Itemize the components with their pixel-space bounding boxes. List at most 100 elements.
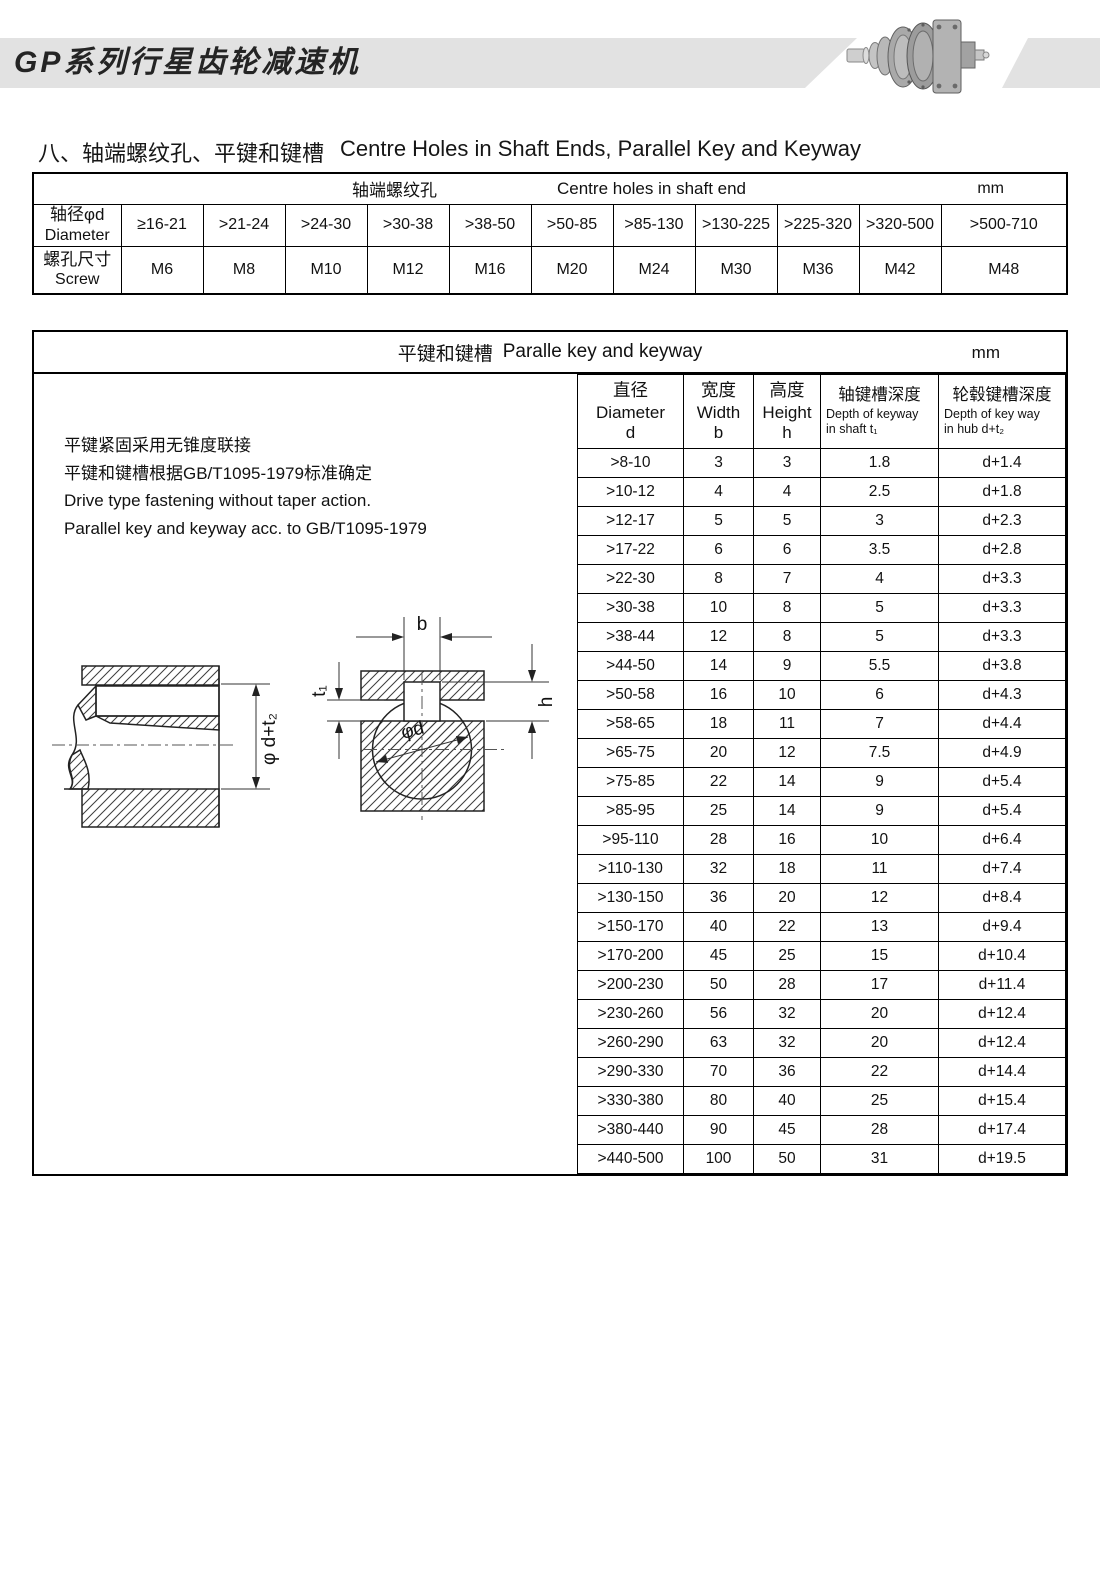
- table-cell: 3: [820, 506, 939, 536]
- table-cell: d+4.3: [938, 680, 1066, 710]
- table-cell: 4: [753, 477, 821, 507]
- table-cell: 16: [753, 825, 821, 855]
- table-cell: d+1.8: [938, 477, 1066, 507]
- table-cell: 80: [683, 1086, 754, 1116]
- header-band: GP系列行星齿轮减速机: [0, 38, 857, 88]
- table-cell: 11: [820, 854, 939, 884]
- screw-size-cell: M8: [202, 245, 286, 295]
- note-line: Drive type fastening without taper actio…: [64, 491, 372, 510]
- diameter-row: 轴径φd Diameter ≥16-21 >21-24 >24-30 >30-38 >3…: [32, 203, 1068, 247]
- table-cell: d+1.4: [938, 448, 1066, 478]
- table-cell: 14: [753, 767, 821, 797]
- table-cell: 20: [753, 883, 821, 913]
- table-cell: d+2.3: [938, 506, 1066, 536]
- header-band-right-decor: [1002, 38, 1100, 88]
- table-cell: 12: [820, 883, 939, 913]
- diameter-range-cell: >38-50: [448, 203, 532, 247]
- table-row: >50-58 16 10 6 d+4.3: [577, 680, 1066, 710]
- keyway-technical-drawing: φ d+t₂: [52, 614, 557, 828]
- table-cell: d+17.4: [938, 1115, 1066, 1145]
- table-cell: 20: [683, 738, 754, 768]
- table-cell: d+3.3: [938, 593, 1066, 623]
- table-row: >200-230 50 28 17 d+11.4: [577, 970, 1066, 1000]
- diameter-range-cell: >30-38: [366, 203, 450, 247]
- table-row: >38-44 12 8 5 d+3.3: [577, 622, 1066, 652]
- table-cell: 5: [820, 622, 939, 652]
- table-cell: d+3.8: [938, 651, 1066, 681]
- key-table-title-zh: 平键和键槽: [397, 343, 493, 365]
- table-cell: 16: [683, 680, 754, 710]
- table-cell: d+5.4: [938, 767, 1066, 797]
- screw-size-cell: M48: [940, 245, 1068, 295]
- table-cell: >170-200: [577, 941, 684, 971]
- table-cell: 25: [820, 1086, 939, 1116]
- key-table-title-en: Paralle key and keyway: [502, 341, 703, 362]
- screw-row-label: 螺孔尺寸 Screw: [32, 245, 122, 295]
- table-cell: >150-170: [577, 912, 684, 942]
- table-row: >85-95 25 14 9 d+5.4: [577, 796, 1066, 826]
- table-cell: 3: [753, 448, 821, 478]
- diameter-range-cell: >320-500: [858, 203, 942, 247]
- table-cell: >22-30: [577, 564, 684, 594]
- table-cell: 1.8: [820, 448, 939, 478]
- table-cell: 2.5: [820, 477, 939, 507]
- table-cell: >10-12: [577, 477, 684, 507]
- row-label-zh: 螺孔尺寸: [43, 249, 112, 269]
- diameter-range-cell: >130-225: [694, 203, 778, 247]
- table-row: >110-130 32 18 11 d+7.4: [577, 854, 1066, 884]
- table-row: >8-10 3 3 1.8 d+1.4: [577, 448, 1066, 478]
- table-cell: 9: [820, 767, 939, 797]
- table-cell: d+4.9: [938, 738, 1066, 768]
- table-cell: 14: [753, 796, 821, 826]
- table-cell: >75-85: [577, 767, 684, 797]
- col-header-keyway-depth-hub: 轮毂键槽深度 Depth of key way in hub d+t₂: [938, 374, 1066, 449]
- table-cell: >85-95: [577, 796, 684, 826]
- key-keyway-left-area: 平键紧固采用无锥度联接 平键和键槽根据GB/T1095-1979标准确定 Dri…: [34, 374, 577, 1174]
- table-cell: >290-330: [577, 1057, 684, 1087]
- screw-size-cell: M12: [366, 245, 450, 295]
- table-row: >17-22 6 6 3.5 d+2.8: [577, 535, 1066, 565]
- table-cell: 100: [683, 1144, 754, 1174]
- table-cell: d+8.4: [938, 883, 1066, 913]
- table-cell: >8-10: [577, 448, 684, 478]
- col-header-width: 宽度 Width b: [683, 374, 754, 449]
- table-row: >75-85 22 14 9 d+5.4: [577, 767, 1066, 797]
- table-cell: 13: [820, 912, 939, 942]
- table-cell: 90: [683, 1115, 754, 1145]
- screw-size-cell: M20: [530, 245, 614, 295]
- table-row: >260-290 63 32 20 d+12.4: [577, 1028, 1066, 1058]
- screw-row: 螺孔尺寸 Screw M6 M8 M10 M12 M16 M20 M24 M30 M36 M42 M…: [32, 245, 1068, 295]
- table-cell: 25: [683, 796, 754, 826]
- page-title: GP系列行星齿轮减速机: [14, 46, 361, 79]
- table-cell: d+2.8: [938, 535, 1066, 565]
- table-row: >44-50 14 9 5.5 d+3.8: [577, 651, 1066, 681]
- table-cell: d+3.3: [938, 622, 1066, 652]
- table-cell: 5: [753, 506, 821, 536]
- table-cell: 18: [683, 709, 754, 739]
- table-cell: d+12.4: [938, 999, 1066, 1029]
- screw-size-cell: M24: [612, 245, 696, 295]
- table-row: >170-200 45 25 15 d+10.4: [577, 941, 1066, 971]
- table-cell: 45: [753, 1115, 821, 1145]
- table-unit: mm: [977, 179, 1004, 197]
- table-cell: >58-65: [577, 709, 684, 739]
- table-cell: d+3.3: [938, 564, 1066, 594]
- note-line: Parallel key and keyway acc. to GB/T1095…: [64, 518, 427, 538]
- table-cell: 9: [753, 651, 821, 681]
- table-cell: 10: [753, 680, 821, 710]
- table-cell: 70: [683, 1057, 754, 1087]
- table-cell: >110-130: [577, 854, 684, 884]
- table-cell: 9: [820, 796, 939, 826]
- table-cell: >440-500: [577, 1144, 684, 1174]
- table-cell: 36: [683, 883, 754, 913]
- table-cell: 5: [820, 593, 939, 623]
- col-header-height: 高度 Height h: [753, 374, 821, 449]
- table-cell: 11: [753, 709, 821, 739]
- table-cell: 3.5: [820, 535, 939, 565]
- table-cell: 32: [753, 999, 821, 1029]
- table-cell: >12-17: [577, 506, 684, 536]
- table-cell: 8: [683, 564, 754, 594]
- table-cell: 63: [683, 1028, 754, 1058]
- table-cell: >130-150: [577, 883, 684, 913]
